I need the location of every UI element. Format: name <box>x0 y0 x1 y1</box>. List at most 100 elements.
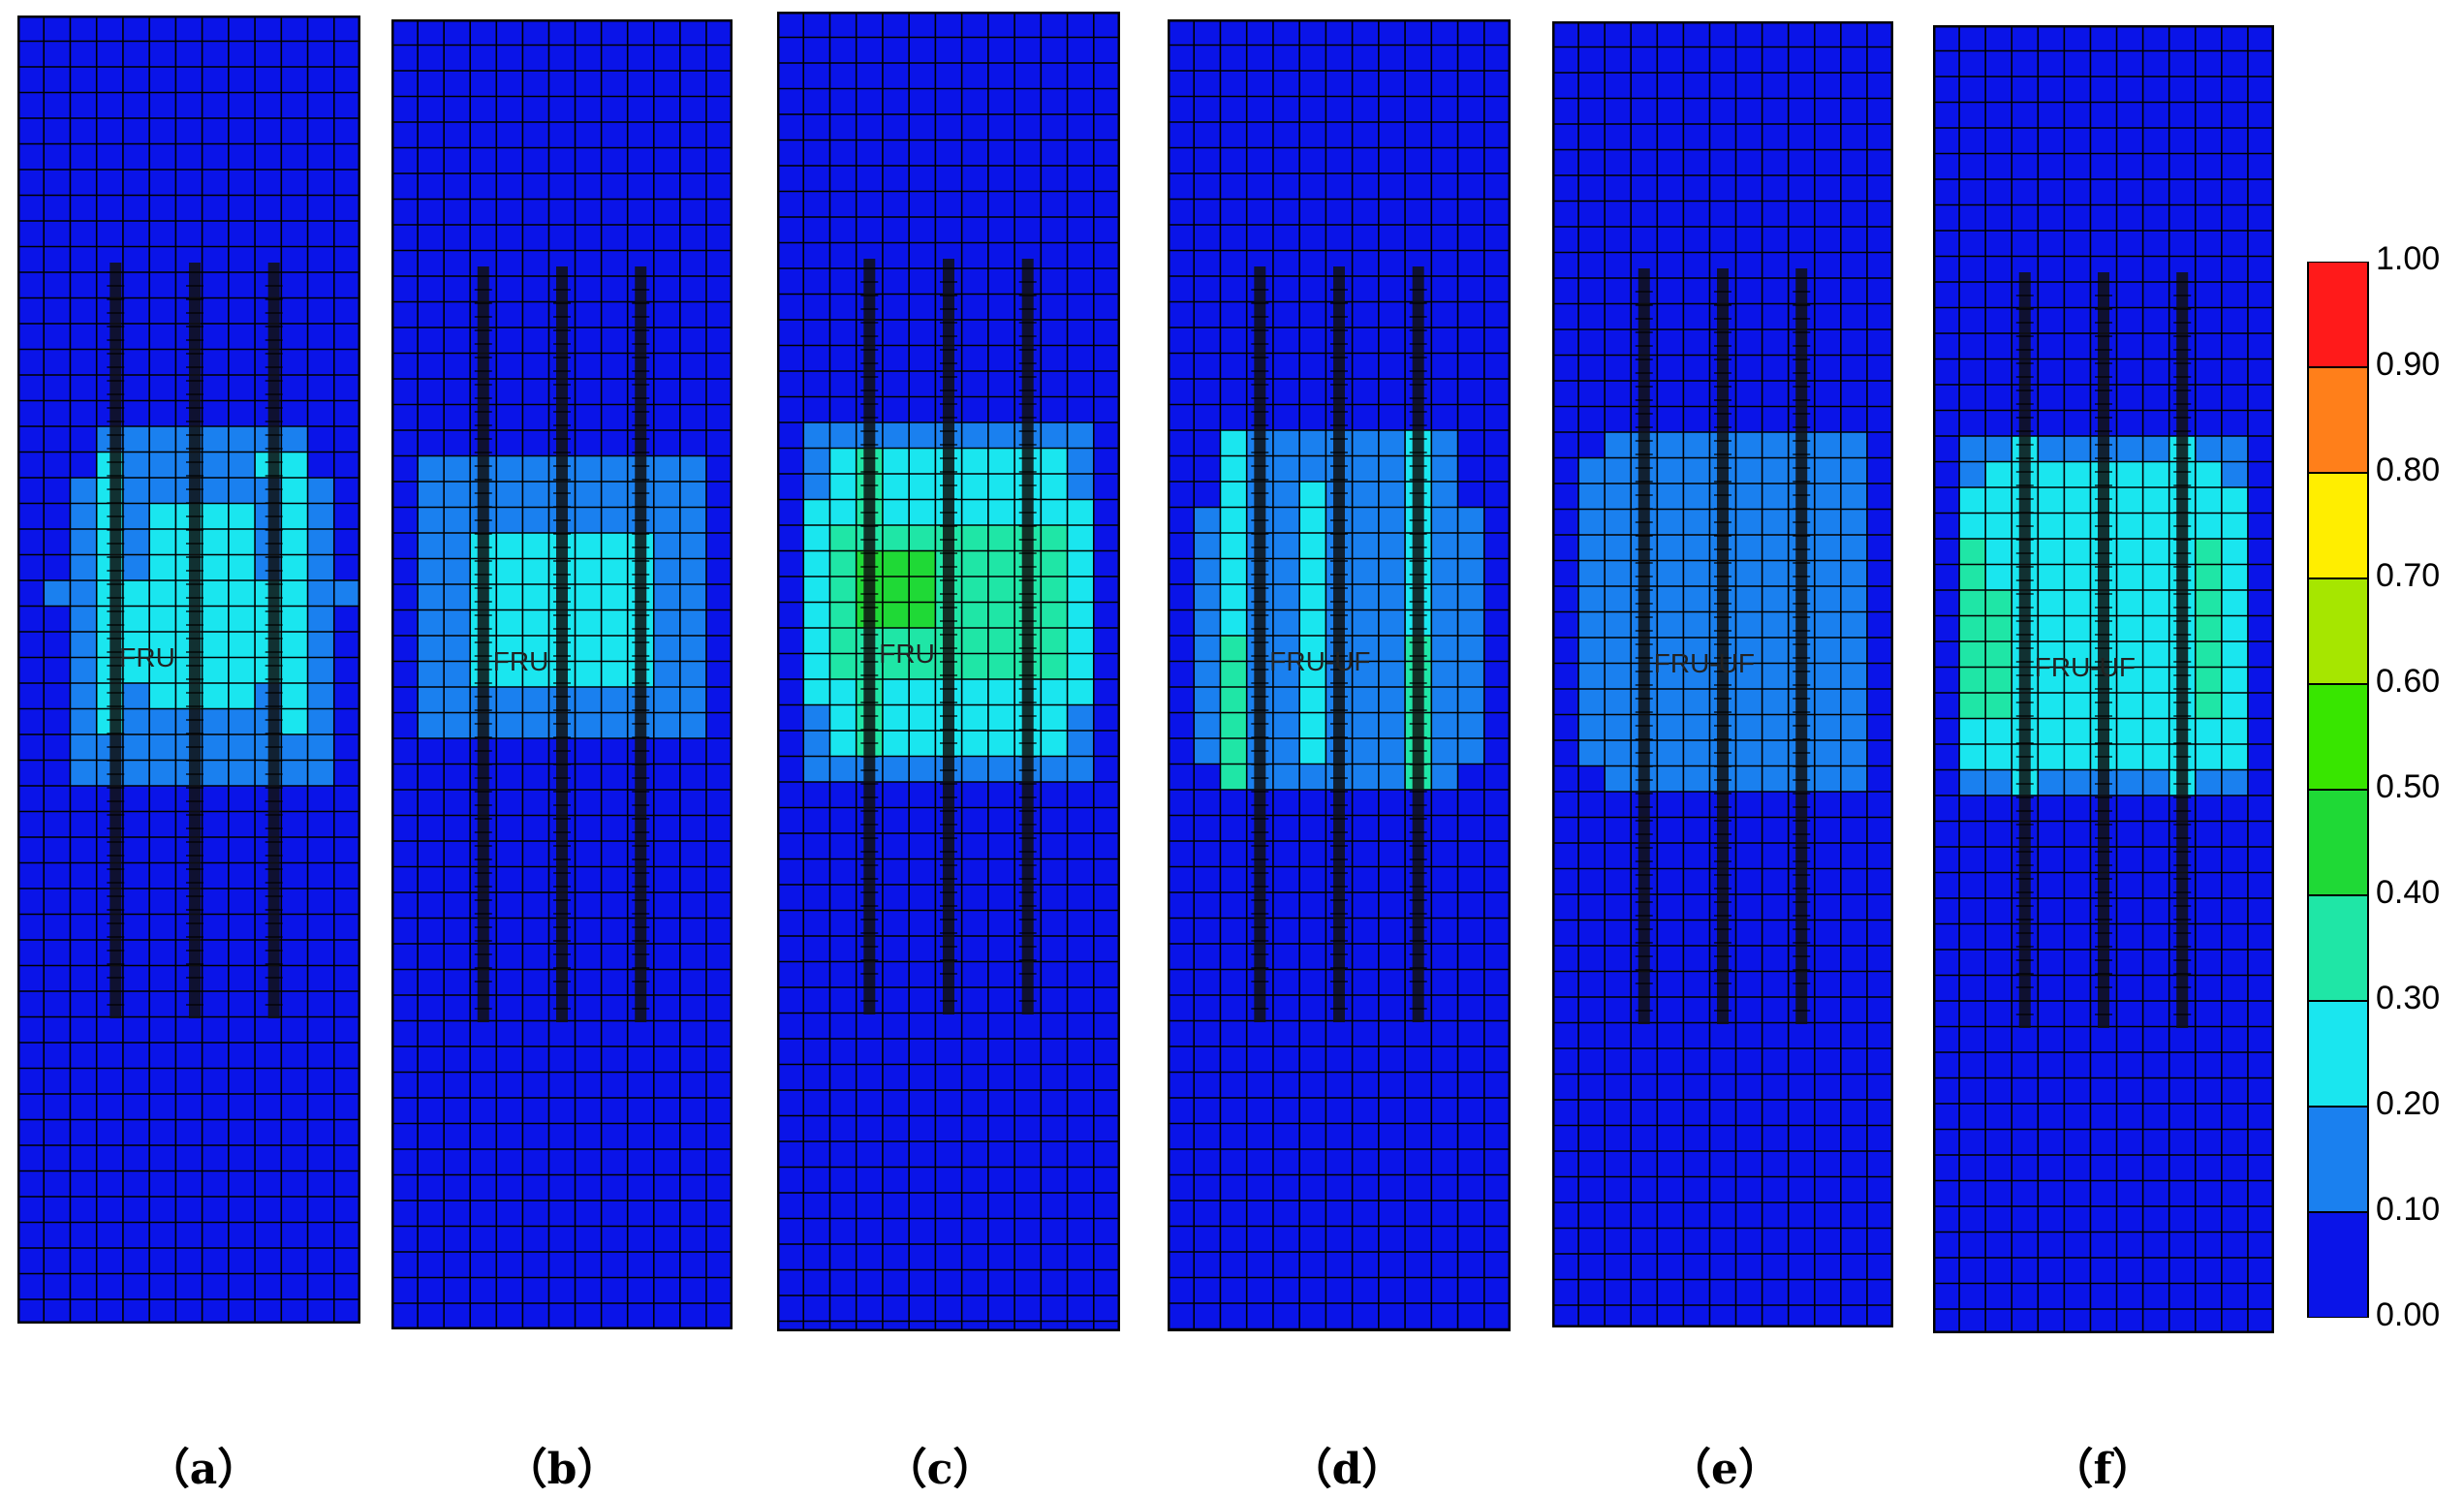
colorbar: 1.00 0.90 0.80 0.70 0.60 0.50 0.40 0.30 … <box>2306 240 2440 1333</box>
stimulated-cell <box>1985 564 2012 591</box>
stimulated-cell <box>1762 457 1790 484</box>
stimulated-cell <box>1840 560 1868 587</box>
stimulated-cell <box>418 455 445 483</box>
stimulated-cell <box>2038 461 2065 488</box>
stimulated-cell <box>496 455 523 483</box>
stimulated-cell <box>2195 513 2223 540</box>
stimulated-cell <box>1578 638 1606 664</box>
stimulated-cell <box>1457 661 1485 688</box>
stimulated-cell <box>307 554 335 581</box>
stimulated-cell <box>1457 738 1485 765</box>
stimulated-cell <box>522 687 549 713</box>
stimulated-cell <box>909 679 936 705</box>
stimulated-cell <box>1814 457 1842 484</box>
stimulated-cell <box>601 609 629 637</box>
stimulated-cell <box>1762 740 1790 766</box>
contour-map: FRU-UF <box>1933 25 2274 1333</box>
stimulated-cell <box>1299 661 1326 688</box>
stimulated-cell <box>1578 484 1606 510</box>
stimulated-cell <box>1378 687 1406 713</box>
stimulated-cell <box>601 584 629 610</box>
stimulated-cell <box>1840 663 1868 690</box>
stimulated-cell <box>1378 661 1406 688</box>
stimulated-cell <box>307 580 335 607</box>
stimulated-cell <box>1299 636 1326 662</box>
stimulated-cell <box>281 478 309 504</box>
stimulated-cell <box>1959 461 1986 488</box>
stimulated-cell <box>1959 667 1986 694</box>
stimulated-cell <box>1431 712 1459 739</box>
stimulated-cell <box>829 602 858 629</box>
stimulated-cell <box>1735 611 1763 639</box>
stimulated-cell <box>1985 718 2012 745</box>
stimulated-cell <box>496 661 523 688</box>
stimulated-cell <box>1735 560 1763 587</box>
stimulated-cell <box>882 422 910 449</box>
stimulated-cell <box>149 426 176 453</box>
stimulated-cell <box>909 525 936 551</box>
stimulated-cell <box>2221 590 2249 616</box>
stimulated-cell <box>1041 731 1069 757</box>
stimulated-cell <box>1814 432 1842 458</box>
stimulated-cell <box>2116 513 2144 540</box>
stimulated-cell <box>1067 704 1095 732</box>
stimulated-cell <box>1431 533 1459 559</box>
stimulated-cell <box>2142 693 2170 719</box>
stimulated-cell <box>122 734 150 761</box>
panel-border <box>1933 25 2274 1333</box>
stimulated-cell <box>202 529 230 555</box>
stimulated-cell <box>601 507 629 534</box>
stimulated-cell <box>2195 590 2223 616</box>
stimulated-cell <box>679 507 707 534</box>
stimulated-cell <box>522 712 549 739</box>
stimulated-cell <box>202 708 230 735</box>
stimulated-cell <box>1762 663 1790 690</box>
panel-c: FRU <box>777 12 1120 1331</box>
stimulated-cell <box>1735 457 1763 484</box>
stimulated-cell <box>202 734 230 761</box>
stimulated-cell <box>1578 535 1606 561</box>
stimulated-cell <box>961 422 989 449</box>
stimulated-cell <box>1431 764 1459 791</box>
stimulated-cell <box>1814 663 1842 690</box>
stimulated-cell <box>882 731 910 757</box>
stimulated-cell <box>679 482 707 508</box>
stimulated-cell <box>1814 611 1842 639</box>
stimulated-cell <box>202 657 230 684</box>
stimulated-cell <box>1657 611 1684 639</box>
stimulated-cell <box>522 507 549 534</box>
stimulated-cell <box>1067 731 1095 757</box>
stimulated-cell <box>1378 636 1406 662</box>
stimulated-cell <box>803 628 830 654</box>
stimulated-cell <box>1457 609 1485 637</box>
stimulated-cell <box>149 606 176 633</box>
fracture-line <box>477 266 489 1022</box>
fracture-line <box>1795 268 1808 1024</box>
stimulated-cell <box>1431 661 1459 688</box>
stimulated-cell <box>601 455 629 483</box>
stimulated-cell <box>2064 461 2091 488</box>
stimulated-cell <box>653 558 681 585</box>
stimulated-cell <box>1578 586 1606 612</box>
stimulated-cell <box>1578 611 1606 639</box>
stimulated-cell <box>1605 457 1632 484</box>
stimulated-cell <box>1985 744 2012 770</box>
stimulated-cell <box>2064 487 2091 514</box>
stimulated-cell <box>1814 509 1842 536</box>
stimulated-cell <box>2221 615 2249 642</box>
stimulated-cell <box>2195 539 2223 565</box>
stimulated-cell <box>1067 422 1095 449</box>
stimulated-cell <box>909 422 936 449</box>
stimulated-cell <box>987 550 1015 577</box>
stimulated-cell <box>1959 590 1986 616</box>
stimulated-cell <box>1041 448 1069 475</box>
stimulated-cell <box>1041 704 1069 732</box>
stimulated-cell <box>2116 744 2144 770</box>
stimulated-cell <box>882 550 910 577</box>
stimulated-cell <box>149 760 176 787</box>
stimulated-cell <box>1220 738 1248 765</box>
stimulated-cell <box>2064 564 2091 591</box>
stimulated-cell <box>1194 558 1221 585</box>
stimulated-cell <box>1985 641 2012 668</box>
stimulated-cell <box>70 734 98 761</box>
